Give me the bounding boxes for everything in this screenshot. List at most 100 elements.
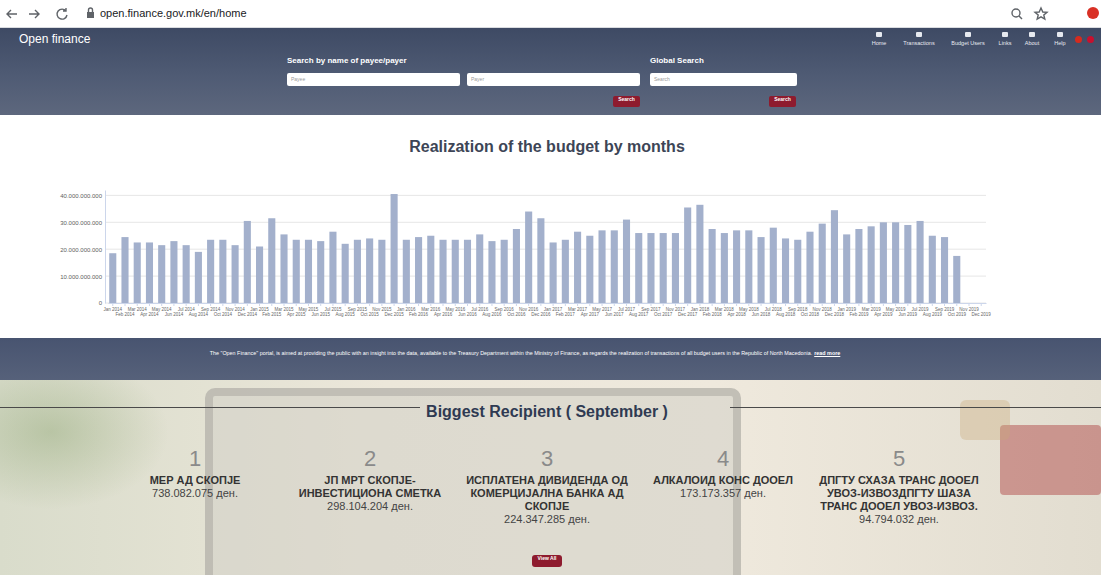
nav-item[interactable]: Help bbox=[1054, 40, 1065, 46]
bar bbox=[831, 210, 838, 303]
recipient-content: 5ДПГТУ СХАЗА ТРАНС ДООЕЛ УВОЗ-ИЗВОЗДПГТУ… bbox=[814, 447, 984, 526]
x-tick: Jan 2018 bbox=[691, 303, 710, 312]
bar bbox=[562, 240, 569, 303]
nav-item[interactable]: Links bbox=[999, 40, 1012, 46]
recipient-rank: 1 bbox=[110, 447, 280, 471]
recipient-name: ЈП МРТ СКОПЈЕ-ИНВЕСТИЦИОНА СМЕТКА bbox=[285, 474, 455, 500]
bar bbox=[672, 233, 679, 303]
recipient-rank: 2 bbox=[285, 447, 455, 471]
x-tick-mark bbox=[394, 303, 395, 306]
x-tick-label: Jun 2015 bbox=[311, 312, 330, 317]
x-tick: Sep 2019 bbox=[935, 303, 955, 312]
x-tick: May 2018 bbox=[739, 303, 759, 312]
x-tick-mark bbox=[883, 303, 884, 306]
search-input[interactable]: Payer bbox=[467, 73, 640, 86]
x-tick-mark bbox=[198, 303, 199, 306]
x-tick: Dec 2019 bbox=[972, 303, 992, 317]
x-tick-label: Oct 2016 bbox=[507, 312, 526, 317]
bar bbox=[635, 233, 642, 303]
search-button[interactable]: Search bbox=[613, 96, 640, 107]
x-tick-mark bbox=[540, 303, 541, 306]
bar bbox=[794, 240, 801, 303]
star-icon bbox=[1035, 8, 1047, 19]
bar bbox=[880, 222, 887, 303]
brand[interactable]: Open finance bbox=[19, 32, 90, 46]
y-tick-label: 30.000.000.000 bbox=[60, 220, 102, 226]
bar bbox=[391, 194, 398, 303]
mug-decoration bbox=[960, 400, 1010, 440]
x-tick: Nov 2019 bbox=[959, 303, 979, 312]
search-input[interactable]: Payee bbox=[287, 73, 460, 86]
x-axis-line bbox=[109, 303, 987, 304]
x-tick: Jul 2016 bbox=[471, 303, 489, 312]
x-tick-mark bbox=[822, 303, 823, 306]
x-tick-label: Oct 2018 bbox=[801, 312, 820, 317]
bar bbox=[501, 240, 508, 303]
bar bbox=[452, 240, 459, 303]
nav-icon bbox=[1029, 32, 1035, 37]
x-tick-mark bbox=[173, 303, 174, 306]
bar bbox=[684, 207, 691, 303]
y-tick-label: 0 bbox=[99, 300, 103, 306]
recipient-name: ДПГТУ СХАЗА ТРАНС ДООЕЛ УВОЗ-ИЗВОЗДПГТУ … bbox=[814, 474, 984, 513]
y-tick: 10.000.000.000 bbox=[60, 274, 105, 280]
x-tick-mark bbox=[650, 303, 651, 306]
browser-bar: open.finance.gov.mk/en/home bbox=[0, 0, 1101, 28]
bar bbox=[660, 233, 667, 303]
nav-item[interactable]: About bbox=[1025, 40, 1039, 46]
bar bbox=[232, 245, 239, 303]
x-tick: Jul 2014 bbox=[178, 303, 196, 312]
x-tick-mark bbox=[235, 303, 236, 306]
x-tick: Jan 2015 bbox=[250, 303, 269, 312]
x-tick-label: Apr 2014 bbox=[140, 312, 159, 317]
bars bbox=[109, 194, 960, 303]
bar bbox=[782, 238, 789, 303]
zoom-handle bbox=[1019, 16, 1022, 19]
nav-item[interactable]: Home bbox=[872, 40, 887, 46]
bar bbox=[868, 226, 875, 303]
read-more-link[interactable]: read more bbox=[814, 350, 840, 356]
recipient-rank: 3 bbox=[462, 447, 632, 471]
recipient-amount: 94.794.032 ден. bbox=[814, 513, 984, 526]
x-tick-label: Dec 2018 bbox=[825, 312, 845, 317]
x-tick: Jan 2016 bbox=[397, 303, 416, 312]
recipient-amount: 173.173.357 ден. bbox=[638, 487, 808, 500]
x-tick: Jul 2017 bbox=[618, 303, 636, 312]
x-tick-label: Aug 2017 bbox=[629, 312, 649, 317]
bar bbox=[806, 232, 813, 303]
bar bbox=[647, 233, 654, 303]
lock-shackle bbox=[89, 8, 93, 12]
x-tick: May 2014 bbox=[152, 303, 172, 312]
bar bbox=[415, 237, 422, 303]
x-tick-mark bbox=[271, 303, 272, 306]
x-tick-mark bbox=[773, 303, 774, 306]
header: Open finance Home Transactions Budget Users… bbox=[0, 28, 1101, 115]
bar bbox=[146, 242, 153, 303]
recipient-name: МЕР АД СКОПЈЕ bbox=[110, 474, 280, 487]
nav-item[interactable]: Budget Users bbox=[951, 40, 984, 46]
search-input[interactable]: Search bbox=[650, 73, 797, 86]
view-all-button[interactable]: View All bbox=[532, 555, 562, 567]
x-tick-mark bbox=[308, 303, 309, 306]
bar bbox=[929, 236, 936, 303]
recipient-card: 4АЛКАЛОИД КОНС ДООЕЛ173.173.357 ден. bbox=[638, 447, 808, 500]
x-tick-mark bbox=[724, 303, 725, 306]
nav-item[interactable]: Transactions bbox=[903, 40, 934, 46]
x-tick-mark bbox=[712, 303, 713, 306]
view-all-label[interactable]: View All bbox=[532, 555, 562, 561]
lock-icon bbox=[87, 12, 94, 18]
x-tick-label: Jun 2017 bbox=[605, 312, 624, 317]
x-tick-mark bbox=[871, 303, 872, 306]
x-tick-mark bbox=[981, 303, 982, 306]
recipient-name: ИСПЛАТЕНА ДИВИДЕНДА ОД КОМЕРЦИЈАЛНА БАНК… bbox=[462, 474, 632, 513]
x-tick-mark bbox=[638, 303, 639, 306]
x-tick-mark bbox=[748, 303, 749, 306]
y-tick-label: 20.000.000.000 bbox=[60, 247, 102, 253]
x-tick-mark bbox=[602, 303, 603, 306]
bar bbox=[598, 230, 605, 303]
x-tick: Nov 2015 bbox=[372, 303, 392, 312]
bar bbox=[268, 218, 275, 303]
x-tick: Mar 2019 bbox=[862, 303, 882, 312]
book-decoration bbox=[1000, 425, 1101, 495]
search-button[interactable]: Search bbox=[769, 96, 796, 107]
